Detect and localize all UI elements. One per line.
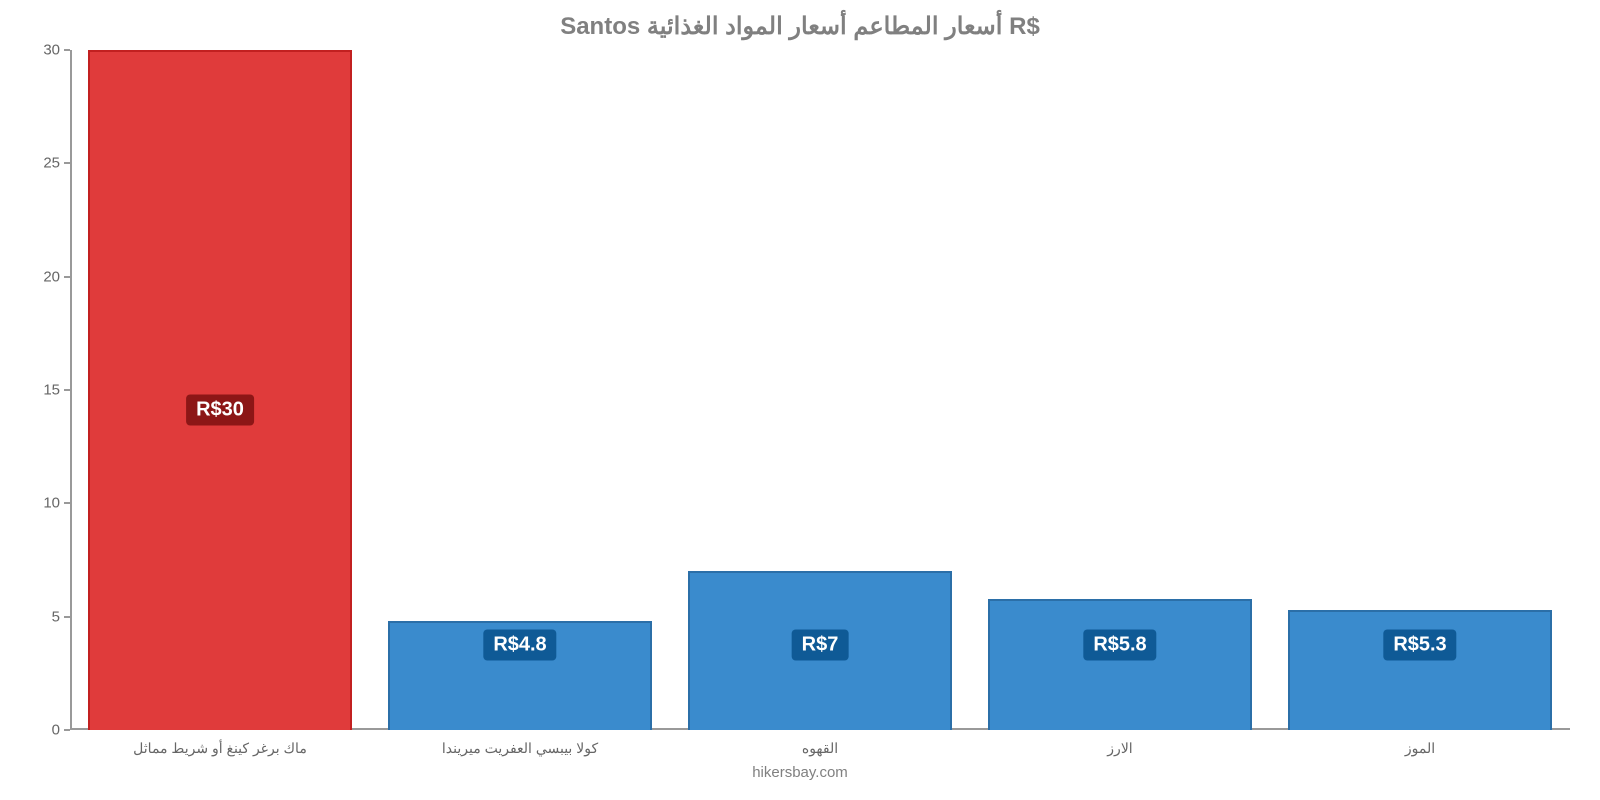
- bar-value-label: R$7: [792, 630, 849, 661]
- chart-title: Santos أسعار المطاعم أسعار المواد الغذائ…: [0, 0, 1600, 41]
- bar-slot: R$4.8كولا بيبسي العفريت ميريندا: [370, 50, 670, 730]
- chart-footer: hikersbay.com: [0, 764, 1600, 781]
- bar-value-label: R$5.3: [1383, 630, 1456, 661]
- category-label: الموز: [1405, 730, 1435, 757]
- bar-value-label: R$5.8: [1083, 630, 1156, 661]
- category-label: الارز: [1107, 730, 1132, 757]
- plot-area: 051015202530R$30ماك برغر كينغ أو شريط مم…: [70, 50, 1570, 730]
- bar-slot: R$5.8الارز: [970, 50, 1270, 730]
- category-label: ماك برغر كينغ أو شريط مماثل: [133, 730, 307, 757]
- bar: [1288, 610, 1552, 730]
- bar-value-label: R$4.8: [483, 630, 556, 661]
- bar-value-label: R$30: [186, 395, 254, 426]
- bar: [88, 50, 352, 730]
- category-label: كولا بيبسي العفريت ميريندا: [442, 730, 598, 757]
- bar-slot: R$30ماك برغر كينغ أو شريط مماثل: [70, 50, 370, 730]
- bar-slot: R$7القهوه: [670, 50, 970, 730]
- price-bar-chart: Santos أسعار المطاعم أسعار المواد الغذائ…: [0, 0, 1600, 800]
- bar-slot: R$5.3الموز: [1270, 50, 1570, 730]
- category-label: القهوه: [802, 730, 838, 757]
- bar: [988, 599, 1252, 730]
